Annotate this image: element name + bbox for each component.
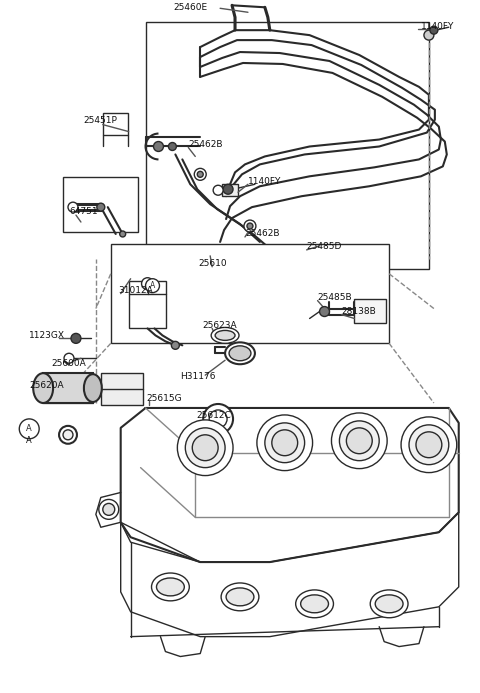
Circle shape: [332, 413, 387, 468]
Circle shape: [347, 428, 372, 454]
Circle shape: [103, 503, 115, 516]
Text: A: A: [150, 281, 155, 290]
Circle shape: [213, 185, 223, 195]
Text: 25612C: 25612C: [196, 412, 231, 421]
Ellipse shape: [300, 595, 328, 613]
Circle shape: [185, 428, 225, 468]
Circle shape: [244, 220, 256, 232]
Ellipse shape: [221, 583, 259, 611]
Bar: [145, 22, 429, 269]
Circle shape: [120, 231, 126, 237]
Text: 25600A: 25600A: [51, 359, 86, 368]
Ellipse shape: [152, 573, 189, 601]
Ellipse shape: [225, 342, 255, 365]
Circle shape: [265, 423, 305, 463]
Text: 1140FY: 1140FY: [421, 21, 455, 30]
Circle shape: [19, 419, 39, 439]
Circle shape: [416, 432, 442, 457]
Bar: [43, 373, 93, 403]
Circle shape: [64, 353, 74, 363]
Circle shape: [209, 410, 227, 428]
Circle shape: [168, 143, 176, 150]
Circle shape: [63, 430, 73, 440]
Ellipse shape: [211, 327, 239, 343]
Text: 25485D: 25485D: [307, 243, 342, 252]
Bar: [222, 184, 238, 196]
Ellipse shape: [33, 373, 53, 403]
Bar: [111, 244, 389, 343]
Text: 25485B: 25485B: [318, 293, 352, 302]
Circle shape: [424, 30, 434, 40]
Circle shape: [339, 421, 379, 461]
Ellipse shape: [215, 331, 235, 340]
Ellipse shape: [226, 588, 254, 606]
Text: A: A: [26, 424, 32, 433]
Circle shape: [194, 168, 206, 180]
Text: 25615G: 25615G: [146, 394, 182, 403]
Text: A: A: [26, 437, 32, 446]
Text: 28138B: 28138B: [341, 307, 376, 316]
Circle shape: [142, 278, 154, 290]
Ellipse shape: [229, 346, 251, 361]
Circle shape: [145, 279, 159, 292]
Circle shape: [409, 425, 449, 464]
Circle shape: [257, 415, 312, 471]
Circle shape: [154, 141, 164, 152]
Text: H31176: H31176: [180, 371, 216, 380]
Circle shape: [320, 306, 329, 317]
Ellipse shape: [370, 590, 408, 617]
Circle shape: [97, 203, 105, 211]
Text: 25623A: 25623A: [202, 321, 237, 330]
Circle shape: [197, 171, 203, 177]
Text: 25610: 25610: [198, 259, 227, 268]
Bar: [103, 113, 128, 134]
Text: 64751: 64751: [69, 207, 97, 216]
Text: 25462B: 25462B: [245, 229, 279, 238]
Ellipse shape: [84, 374, 102, 402]
Text: 1123GX: 1123GX: [29, 331, 65, 340]
Circle shape: [178, 420, 233, 475]
Circle shape: [430, 26, 438, 34]
Text: 25460E: 25460E: [173, 3, 207, 12]
Circle shape: [192, 435, 218, 461]
Bar: [101, 373, 143, 405]
Ellipse shape: [296, 590, 334, 617]
Circle shape: [203, 404, 233, 434]
Circle shape: [68, 202, 78, 212]
Ellipse shape: [156, 578, 184, 596]
Circle shape: [171, 342, 180, 349]
Text: 25451P: 25451P: [83, 116, 117, 125]
Circle shape: [223, 184, 233, 194]
Text: 25462B: 25462B: [188, 140, 223, 149]
Bar: [63, 177, 138, 232]
Bar: [354, 299, 386, 324]
Circle shape: [99, 500, 119, 519]
Circle shape: [247, 223, 253, 229]
Circle shape: [71, 333, 81, 343]
Circle shape: [59, 426, 77, 444]
Ellipse shape: [375, 595, 403, 613]
Circle shape: [401, 417, 457, 473]
Text: 25620A: 25620A: [29, 380, 64, 389]
Text: 31012A: 31012A: [119, 286, 154, 295]
Circle shape: [272, 430, 298, 456]
Text: 1140FY: 1140FY: [248, 177, 281, 186]
Bar: [129, 281, 167, 328]
